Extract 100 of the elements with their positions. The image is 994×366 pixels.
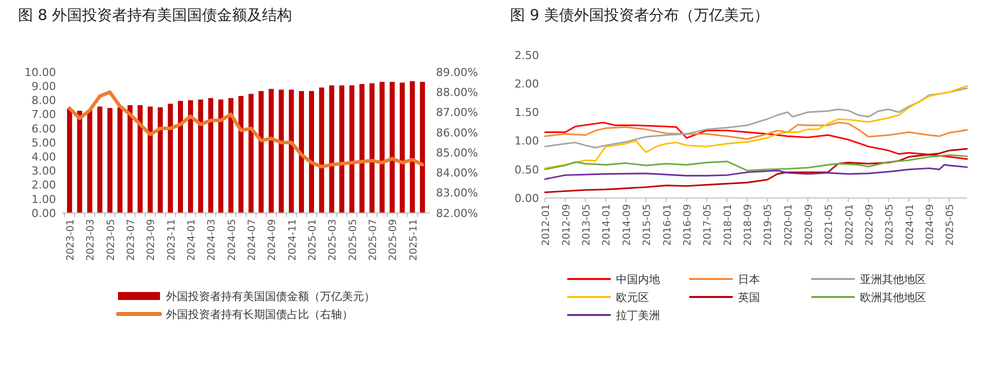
chart-title: 图 8 外国投资者持有美国国债金额及结构	[18, 6, 292, 24]
y2-tick-label: 89.00%	[436, 66, 478, 79]
y-tick-label: 2.00	[514, 77, 539, 90]
y-tick-label: 3.00	[32, 164, 56, 178]
bar	[339, 85, 344, 213]
bar	[218, 99, 224, 213]
bar	[107, 108, 112, 213]
bar	[77, 110, 82, 213]
y-tick-label: 0.00	[514, 192, 539, 205]
y2-tick-label: 86.00%	[436, 126, 478, 140]
y2-tick-label: 82.00%	[436, 206, 478, 220]
x-tick-label: 2017-05	[702, 204, 714, 246]
bar	[208, 98, 214, 213]
y-tick-label: 2.00	[32, 178, 56, 192]
x-tick-label: 2022-09	[864, 204, 876, 246]
bar	[400, 82, 405, 213]
bar	[67, 108, 72, 213]
bar	[370, 83, 375, 213]
x-tick-label: 2014-01	[602, 204, 613, 246]
legend-label: 欧元区	[616, 290, 649, 304]
bar	[390, 82, 395, 213]
legend-label: 欧洲其他地区	[860, 290, 926, 304]
x-tick-label: 2015-05	[642, 204, 653, 246]
y-tick-label: 0.00	[32, 206, 56, 220]
y-tick-label: 8.00	[32, 94, 56, 108]
x-tick-label: 2025-01	[308, 219, 319, 261]
bar	[268, 88, 274, 213]
x-tick-label: 2024-11	[287, 219, 298, 261]
x-tick-label: 2025-09	[388, 219, 400, 261]
y-tick-label: 10.00	[24, 66, 56, 79]
bar	[117, 107, 122, 213]
legend-label: 英国	[738, 290, 760, 304]
bar	[309, 91, 314, 213]
x-tick-label: 2014-09	[622, 204, 633, 246]
x-tick-label: 2019-05	[763, 204, 774, 246]
x-tick-label: 2012-01	[541, 204, 552, 246]
bar	[248, 94, 254, 213]
legend-label: 拉丁美洲	[616, 308, 660, 322]
legend-label: 亚洲其他地区	[860, 272, 926, 286]
bar	[410, 81, 415, 213]
bar	[228, 98, 234, 213]
bar	[359, 84, 364, 213]
bar	[158, 107, 163, 213]
y2-tick-label: 88.00%	[436, 86, 478, 99]
x-tick-label: 2018-01	[722, 204, 734, 246]
y2-tick-label: 84.00%	[436, 166, 478, 180]
y2-tick-label: 87.00%	[436, 106, 478, 120]
x-tick-label: 2024-01	[186, 219, 198, 261]
y-tick-label: 6.00	[32, 122, 56, 136]
line-series	[544, 85, 968, 170]
bar	[188, 100, 194, 213]
bar	[138, 105, 143, 213]
x-tick-label: 2024-05	[226, 219, 238, 261]
x-tick-label: 2025-07	[368, 219, 380, 261]
bar	[380, 82, 385, 213]
chart-title: 图 9 美债外国投资者分布（万亿美元）	[510, 6, 770, 24]
y-tick-label: 5.00	[32, 136, 56, 150]
y2-tick-label: 85.00%	[436, 146, 478, 160]
line-series	[544, 148, 968, 194]
x-tick-label: 2025-05	[945, 204, 956, 246]
line-series	[544, 122, 968, 160]
bar	[148, 106, 153, 213]
bar	[298, 91, 304, 213]
line-series	[544, 154, 968, 172]
x-tick-label: 2024-07	[247, 219, 258, 261]
x-tick-label: 2021-05	[824, 204, 835, 246]
x-tick-label: 2016-09	[682, 204, 694, 246]
y-tick-label: 1.00	[32, 192, 56, 206]
x-tick-label: 2013-05	[581, 204, 592, 246]
bar	[288, 90, 294, 213]
y-tick-label: 0.50	[514, 163, 539, 176]
x-tick-label: 2024-09	[925, 204, 936, 246]
legend-label: 日本	[738, 272, 760, 286]
y-tick-label: 4.00	[32, 150, 56, 164]
y-tick-label: 1.00	[514, 134, 539, 148]
x-tick-label: 2022-01	[844, 204, 856, 246]
x-tick-label: 2020-01	[784, 204, 795, 246]
x-tick-label: 2018-09	[743, 204, 754, 246]
bar	[178, 100, 183, 213]
x-tick-label: 2025-03	[328, 219, 339, 261]
y-tick-label: 1.50	[514, 106, 539, 120]
x-tick-label: 2024-09	[267, 219, 278, 261]
bar	[238, 96, 244, 213]
line-series	[544, 122, 968, 140]
y-tick-label: 2.50	[514, 48, 539, 62]
x-tick-label: 2024-03	[206, 219, 218, 261]
bar	[420, 82, 425, 213]
line-series	[544, 87, 968, 148]
bar	[258, 91, 264, 213]
bar	[349, 85, 354, 213]
x-tick-label: 2025-11	[408, 219, 420, 261]
x-tick-label: 2023-05	[884, 204, 896, 246]
bar	[278, 90, 284, 213]
x-tick-label: 2016-01	[662, 204, 674, 246]
line-series	[68, 90, 424, 168]
bar	[168, 104, 173, 213]
bar	[319, 88, 324, 213]
x-tick-label: 2023-11	[166, 219, 178, 261]
x-tick-label: 2025-05	[348, 219, 359, 261]
y-tick-label: 9.00	[32, 80, 56, 93]
